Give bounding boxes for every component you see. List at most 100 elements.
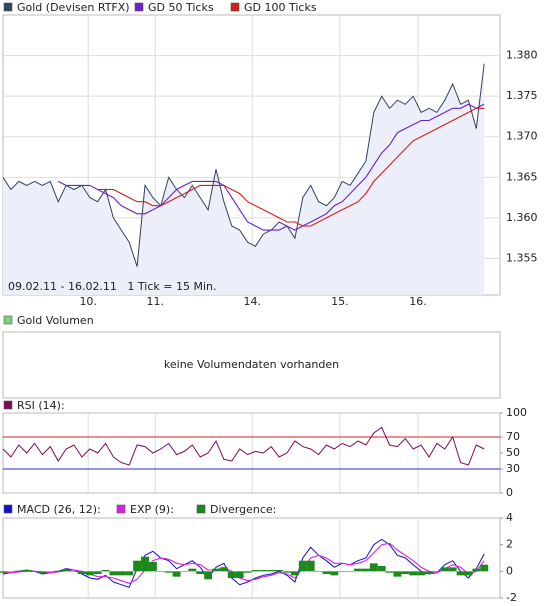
y-tick-label: 100 xyxy=(506,406,527,419)
divergence-bar xyxy=(14,570,23,572)
divergence-bar xyxy=(251,570,260,572)
y-tick-label: 2 xyxy=(506,538,513,551)
divergence-bar xyxy=(204,571,213,580)
divergence-bar xyxy=(125,571,134,576)
legend-swatch xyxy=(196,504,206,514)
series-line xyxy=(2,426,485,466)
legend-swatch xyxy=(3,400,13,410)
panel-frame xyxy=(2,517,501,599)
divergence-bar xyxy=(172,571,181,577)
chart-note: 09.02.11 - 16.02.11 1 Tick = 15 Min. xyxy=(8,280,217,293)
price-area xyxy=(3,63,485,296)
y-tick-label: 50 xyxy=(506,446,520,459)
divergence-bar xyxy=(188,568,197,572)
divergence-bar xyxy=(354,568,362,572)
divergence-bar xyxy=(164,571,173,573)
divergence-bar xyxy=(6,571,15,572)
panel-frame xyxy=(2,331,501,399)
divergence-bar xyxy=(417,571,426,576)
divergence-bar xyxy=(283,571,291,573)
x-tick-label: 16. xyxy=(409,295,427,308)
divergence-bar xyxy=(322,571,331,574)
divergence-bar xyxy=(306,560,315,572)
divergence-bar xyxy=(377,566,386,572)
divergence-bar xyxy=(290,571,299,576)
divergence-bar xyxy=(77,571,86,574)
divergence-bar xyxy=(298,560,307,572)
divergence-bar xyxy=(338,571,347,572)
divergence-bar xyxy=(401,571,410,574)
divergence-bar xyxy=(85,571,94,576)
x-tick-label: 11. xyxy=(147,295,165,308)
divergence-bar xyxy=(117,571,126,576)
legend-swatch xyxy=(230,2,240,12)
y-tick-label: 1.375 xyxy=(506,89,538,102)
divergence-bar xyxy=(346,571,355,572)
y-tick-label: 70 xyxy=(506,430,520,443)
divergence-bar xyxy=(409,571,418,576)
divergence-bar xyxy=(93,571,102,574)
divergence-bar xyxy=(54,570,63,572)
y-tick-label: 1.370 xyxy=(506,130,538,143)
y-tick-label: 0 xyxy=(506,486,513,499)
divergence-bar xyxy=(141,556,149,572)
divergence-bar xyxy=(0,571,7,573)
divergence-bar xyxy=(70,571,78,572)
divergence-bar xyxy=(369,563,378,572)
divergence-bar xyxy=(448,567,457,572)
divergence-bar xyxy=(480,564,489,572)
legend-swatch xyxy=(134,2,144,12)
divergence-bar xyxy=(227,571,236,578)
legend-swatch xyxy=(3,504,13,514)
empty-message: keine Volumendaten vorhanden xyxy=(164,358,339,371)
legend-label: MACD (26, 12): xyxy=(17,503,101,516)
divergence-bar xyxy=(133,560,142,572)
divergence-bar xyxy=(22,570,31,572)
legend-label: GD 50 Ticks xyxy=(148,1,214,14)
divergence-bar xyxy=(243,571,252,573)
legend-label: RSI (14): xyxy=(17,399,65,412)
divergence-bar xyxy=(196,571,205,574)
legend-swatch xyxy=(3,315,13,325)
divergence-bar xyxy=(259,570,268,572)
legend-label: Divergence: xyxy=(210,503,276,516)
legend-label: Gold Volumen xyxy=(17,314,94,327)
divergence-bar xyxy=(440,567,449,572)
divergence-bar xyxy=(275,570,284,572)
divergence-bar xyxy=(235,571,244,578)
series-line xyxy=(97,107,485,227)
series-line xyxy=(57,103,485,231)
divergence-bar xyxy=(148,562,157,572)
y-tick-label: 30 xyxy=(506,462,520,475)
divergence-bar xyxy=(109,571,118,576)
legend-swatch xyxy=(3,2,13,12)
legend-swatch xyxy=(116,504,126,514)
divergence-bar xyxy=(30,571,39,572)
y-tick-label: 0 xyxy=(506,564,513,577)
divergence-bar xyxy=(46,571,55,572)
divergence-bar xyxy=(361,568,370,572)
divergence-bar xyxy=(385,571,394,573)
legend-label: EXP (9): xyxy=(130,503,174,516)
divergence-bar xyxy=(456,571,465,576)
divergence-bar xyxy=(314,571,323,572)
divergence-bar xyxy=(393,571,402,577)
divergence-bar xyxy=(180,571,189,572)
y-tick-label: 1.380 xyxy=(506,49,538,62)
divergence-bar xyxy=(472,568,481,572)
divergence-bar xyxy=(38,571,47,574)
x-tick-label: 15. xyxy=(331,295,349,308)
series-line xyxy=(2,63,485,267)
divergence-bar xyxy=(62,569,71,572)
series-line xyxy=(2,538,485,588)
y-tick-label: -2 xyxy=(506,591,517,604)
divergence-bar xyxy=(212,568,220,572)
y-tick-label: 4 xyxy=(506,511,513,524)
legend-label: Gold (Devisen RTFX) xyxy=(17,1,130,14)
y-tick-label: 1.360 xyxy=(506,211,538,224)
y-tick-label: 1.365 xyxy=(506,170,538,183)
divergence-bar xyxy=(432,571,441,572)
divergence-bar xyxy=(330,571,339,576)
divergence-bar xyxy=(156,571,165,572)
